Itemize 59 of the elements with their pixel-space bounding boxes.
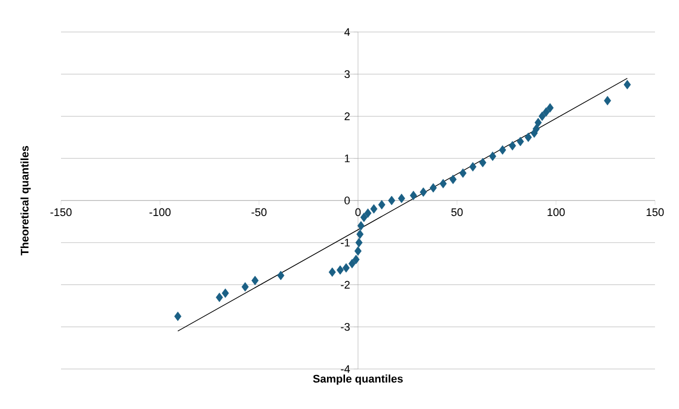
point [420,187,427,197]
point [398,194,406,204]
x-tick-label: 150 [646,208,664,216]
point [342,263,350,273]
point [364,208,372,218]
point [277,270,284,280]
point [378,200,386,210]
point [542,107,550,117]
point [430,183,437,193]
point [352,254,360,264]
point [410,190,418,200]
point [546,103,554,113]
y-tick-label: 1 [344,154,350,162]
x-axis-title: Sample quantiles [313,374,403,385]
point [508,141,516,150]
x-tick-label: 50 [451,208,463,216]
x-tick-label: -50 [252,208,267,216]
point [469,162,476,172]
point [538,112,546,121]
y-tick-label: 4 [344,28,350,36]
point [222,288,229,298]
x-tick-label: 100 [548,208,565,216]
x-tick-label: -150 [50,208,72,216]
y-tick-label: 0 [344,196,350,204]
y-tick-label: -3 [340,322,350,331]
point [604,96,612,106]
y-tick-label: -1 [340,238,350,246]
point [534,118,542,128]
point [360,212,368,222]
point [251,276,259,286]
point [174,312,182,322]
point [355,238,363,248]
point [489,152,496,161]
point [357,221,365,230]
point [624,80,631,90]
point [370,204,378,214]
point [440,178,447,188]
y-tick-label: -4 [340,365,350,373]
point [479,158,486,168]
point [388,196,396,206]
y-axis-title: Theoretical quantiles [20,146,31,256]
point [449,174,457,184]
point [336,265,344,275]
point [532,124,540,134]
point [498,145,506,155]
point [328,267,336,277]
x-tick-label: 0 [355,208,361,216]
point [354,246,362,256]
point [524,132,532,142]
point [242,282,249,292]
point [459,168,467,178]
y-tick-label: 2 [344,112,350,120]
y-tick-label: -2 [340,280,350,289]
point [356,229,364,239]
x-tick-label: -100 [149,208,171,216]
point [348,258,356,268]
y-tick-label: 3 [344,70,350,78]
point [216,292,223,302]
point [516,136,524,146]
